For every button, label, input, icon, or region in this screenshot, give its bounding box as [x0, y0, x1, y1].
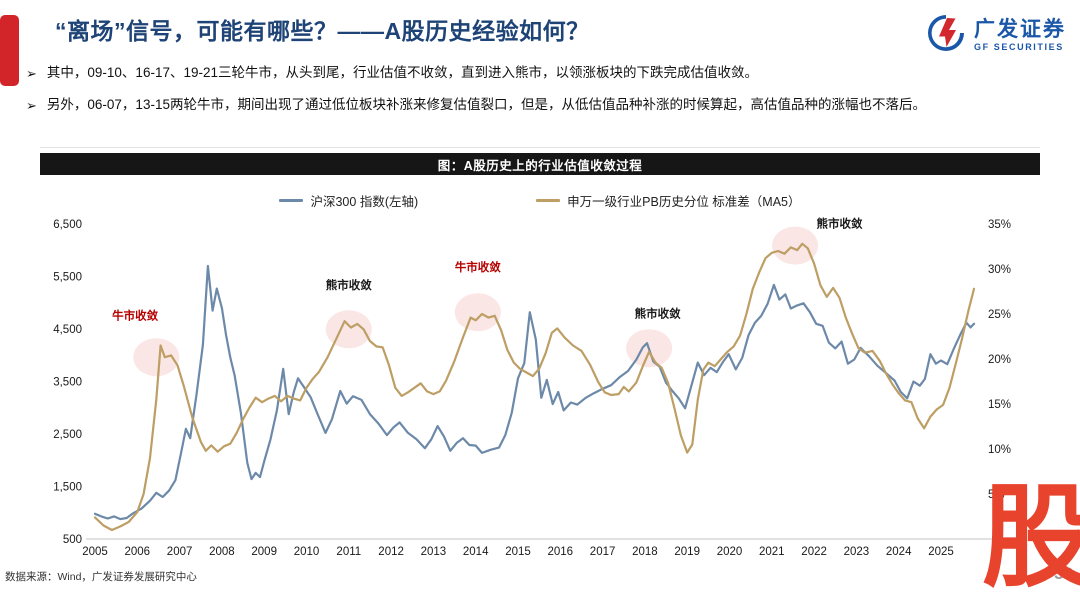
series-line-0 — [93, 264, 976, 521]
series-line-1 — [93, 242, 976, 532]
stock-watermark: 股 — [982, 473, 1080, 603]
logo-cn-text: 广发证券 — [974, 18, 1066, 41]
x-axis-tick: 2015 — [505, 546, 531, 558]
gf-logo-icon — [925, 12, 967, 59]
legend-label-csi300: 沪深300 指数(左轴) — [310, 195, 419, 209]
bullet-arrow-icon: ➢ — [26, 97, 37, 113]
x-axis-tick: 2018 — [632, 546, 658, 558]
left-axis-tick: 1,500 — [53, 482, 82, 494]
gf-securities-logo: 广发证券 GF SECURITIES — [925, 12, 1066, 59]
bullet-item-1: ➢ 其中，09-10、16-17、19-21三轮牛市，从头到尾，行业估值不收敛，… — [26, 63, 1074, 84]
x-axis-tick: 2009 — [251, 546, 277, 558]
x-axis-tick: 2025 — [928, 546, 954, 558]
x-axis-tick: 2011 — [336, 546, 361, 558]
bullet-item-2: ➢ 另外，06-07，13-15两轮牛市，期间出现了通过低位板块补涨来修复估值裂… — [26, 95, 1074, 116]
highlight-circle — [772, 226, 819, 265]
pb-std-line-swatch — [536, 199, 561, 202]
right-axis-tick: 30% — [988, 264, 1011, 276]
legend-item-pb-std: 申万一级行业PB历史分位 标准差（MA5） — [536, 191, 801, 210]
highlight-circle — [325, 310, 372, 349]
annotation-label: 熊市收敛 — [816, 217, 862, 231]
figure-title-bar: 图：A股历史上的行业估值收敛过程 — [40, 153, 1040, 175]
highlight-circle — [454, 293, 501, 332]
x-axis-tick: 2016 — [548, 546, 574, 558]
x-axis-tick: 2008 — [209, 546, 235, 558]
left-axis-tick: 500 — [63, 534, 82, 546]
page-title: “离场”信号，可能有哪些？——A股历史经验如何？ — [55, 18, 590, 44]
legend-item-csi300: 沪深300 指数(左轴) — [279, 191, 418, 210]
right-axis-tick: 5% — [988, 489, 1005, 501]
left-axis-tick: 3,500 — [53, 377, 82, 389]
x-axis-tick: 2019 — [674, 546, 700, 558]
bullet-text-2: 另外，06-07，13-15两轮牛市，期间出现了通过低位板块补涨来修复估值裂口，… — [46, 96, 926, 112]
x-axis-tick: 2020 — [717, 546, 743, 558]
x-axis-tick: 2023 — [844, 546, 870, 558]
bullet-arrow-icon: ➢ — [26, 66, 37, 81]
legend-label-pb-std: 申万一级行业PB历史分位 标准差（MA5） — [567, 195, 801, 209]
x-axis-tick: 2013 — [421, 546, 447, 558]
bullet-list: ➢ 其中，09-10、16-17、19-21三轮牛市，从头到尾，行业估值不收敛，… — [26, 63, 1074, 127]
x-axis-tick: 2012 — [378, 546, 404, 558]
x-axis-tick: 2006 — [125, 546, 151, 558]
x-axis-tick: 2005 — [82, 546, 108, 558]
logo-en-text: GF SECURITIES — [974, 42, 1064, 52]
right-axis-tick: 15% — [988, 399, 1011, 411]
left-axis-tick: 6,500 — [53, 219, 82, 231]
right-axis-tick: 35% — [988, 219, 1011, 231]
x-axis-tick: 2022 — [801, 546, 827, 558]
left-axis-tick: 5,500 — [53, 272, 82, 284]
annotation-label: 熊市收敛 — [635, 307, 681, 321]
annotation-label: 熊市收敛 — [326, 278, 372, 292]
right-axis-tick: 20% — [988, 354, 1011, 366]
left-axis-tick: 2,500 — [53, 429, 82, 441]
csi300-line-swatch — [279, 199, 304, 202]
x-axis-tick: 2017 — [590, 546, 616, 558]
annotation-label: 牛市收敛 — [112, 308, 158, 322]
figure-title: 图：A股历史上的行业估值收敛过程 — [437, 158, 643, 173]
x-axis-tick: 2021 — [759, 546, 785, 558]
highlight-circle — [133, 338, 180, 377]
slide-accent-tab — [0, 15, 19, 86]
annotation-label: 牛市收敛 — [455, 260, 501, 274]
x-axis-tick: 2010 — [294, 546, 320, 558]
right-axis-tick: 10% — [988, 444, 1011, 456]
left-axis-tick: 4,500 — [53, 324, 82, 336]
x-axis-tick: 2014 — [463, 546, 489, 558]
figure-container: 图：A股历史上的行业估值收敛过程 沪深300 指数(左轴) 申万一级行业PB历史… — [40, 147, 1040, 564]
right-axis-tick: 25% — [988, 309, 1011, 321]
line-chart-plot: 6,500 5,500 4,500 3,500 2,500 1,500 500 35% 30% 2… — [53, 217, 1011, 558]
bullet-text-1: 其中，09-10、16-17、19-21三轮牛市，从头到尾，行业估值不收敛，直到… — [46, 65, 758, 80]
chart-legend: 沪深300 指数(左轴) 申万一级行业PB历史分位 标准差（MA5） — [40, 191, 1040, 210]
x-axis-tick: 2007 — [167, 546, 193, 558]
x-axis-tick: 2024 — [886, 546, 912, 558]
data-source-note: 数据来源：Wind，广发证券发展研究中心 — [5, 571, 197, 583]
page-number: 33 — [1054, 564, 1073, 583]
